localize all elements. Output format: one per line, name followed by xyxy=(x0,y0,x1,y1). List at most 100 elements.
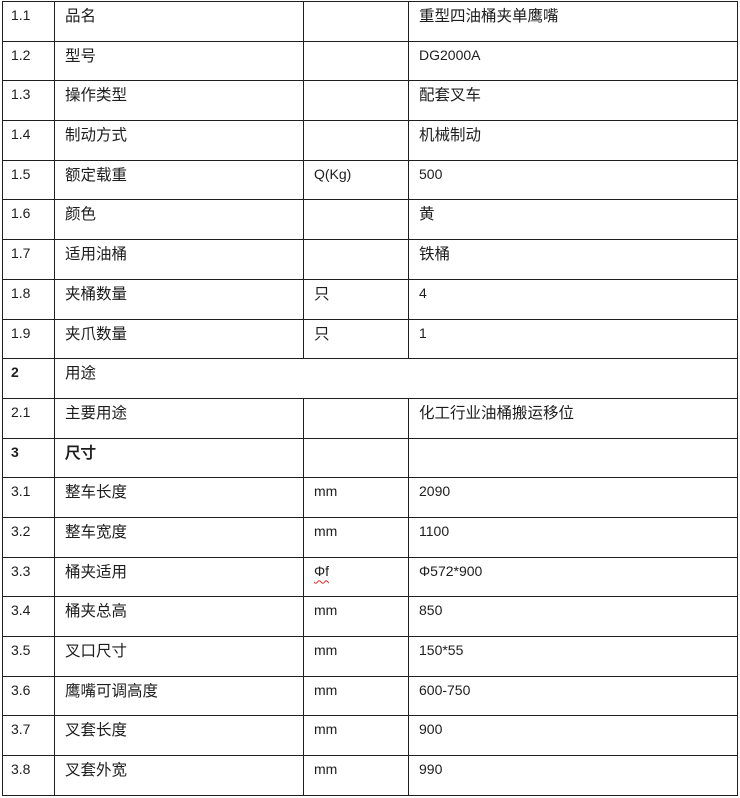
cell-index: 3.8 xyxy=(2,755,55,796)
cell-index: 2 xyxy=(2,358,55,399)
cell-name: 鹰嘴可调高度 xyxy=(54,675,304,717)
cell-name: 夹爪数量 xyxy=(54,318,304,360)
table-row: 1.2 型号 DG2000A xyxy=(2,40,738,82)
cell-unit xyxy=(303,120,409,161)
cell-index: 1.8 xyxy=(2,278,55,320)
cell-value: 2090 xyxy=(408,477,738,518)
cell-name: 操作类型 xyxy=(54,80,304,122)
cell-value: 1 xyxy=(408,318,738,360)
table-row: 1.9 夹爪数量只 1 xyxy=(2,318,738,360)
cell-name: 整车长度 xyxy=(54,477,304,518)
cell-name: 桶夹适用 xyxy=(54,556,304,598)
cell-index: 3.7 xyxy=(2,715,55,757)
cell-name: 品名 xyxy=(54,1,304,42)
cell-name: 额定载重 xyxy=(54,159,304,201)
cell-index: 3.5 xyxy=(2,636,55,677)
cell-unit: mm xyxy=(303,516,409,558)
table-row: 2.1 主要用途 化工行业油桶搬运移位 xyxy=(2,397,738,439)
cell-value xyxy=(408,437,738,479)
cell-unit xyxy=(303,437,409,479)
cell-index: 1.6 xyxy=(2,199,55,241)
cell-unit xyxy=(303,80,409,122)
cell-value: 铁桶 xyxy=(408,239,738,280)
cell-unit: 只 xyxy=(303,318,409,360)
cell-value: 150*55 xyxy=(408,636,738,677)
table-row: 1.4 制动方式 机械制动 xyxy=(2,120,738,161)
cell-name: 型号 xyxy=(54,40,304,82)
cell-value: 机械制动 xyxy=(408,120,738,161)
table-row: 1.7 适用油桶 铁桶 xyxy=(2,239,738,280)
cell-name: 制动方式 xyxy=(54,120,304,161)
cell-index: 1.3 xyxy=(2,80,55,122)
cell-value: 配套叉车 xyxy=(408,80,738,122)
table-row: 3 尺寸 xyxy=(2,437,738,479)
cell-index: 3 xyxy=(2,437,55,479)
cell-unit: mm xyxy=(303,675,409,717)
table-row: 1.3 操作类型 配套叉车 xyxy=(2,80,738,122)
cell-index: 3.4 xyxy=(2,596,55,637)
cell-name: 用途 xyxy=(54,358,738,399)
cell-index: 1.2 xyxy=(2,40,55,82)
table-row: 1.8 夹桶数量只 4 xyxy=(2,278,738,320)
cell-name: 主要用途 xyxy=(54,397,304,439)
table-row: 1.1 品名 重型四油桶夹单鹰嘴 xyxy=(2,1,738,42)
spellcheck-underlined-text: Φf xyxy=(314,562,330,579)
cell-index: 1.5 xyxy=(2,159,55,201)
cell-name: 叉口尺寸 xyxy=(54,636,304,677)
cell-index: 1.9 xyxy=(2,318,55,360)
cell-name: 叉套外宽 xyxy=(54,755,304,796)
table-row: 3.1 整车长度 mm 2090 xyxy=(2,477,738,518)
table-row: 3.6 鹰嘴可调高度 mm 600-750 xyxy=(2,675,738,717)
table-row: 1.5 额定载重 Q(Kg) 500 xyxy=(2,159,738,201)
cell-value: DG2000A xyxy=(408,40,738,82)
table-row: 3.2 整车宽度 mm 1100 xyxy=(2,516,738,558)
cell-value: Φ572*900 xyxy=(408,556,738,598)
cell-value: 1100 xyxy=(408,516,738,558)
cell-unit: Φf xyxy=(303,556,409,598)
table-row: 3.7 叉套长度 mm 900 xyxy=(2,715,738,757)
cell-unit: mm xyxy=(303,477,409,518)
cell-value: 重型四油桶夹单鹰嘴 xyxy=(408,1,738,42)
cell-unit: mm xyxy=(303,755,409,796)
cell-index: 1.4 xyxy=(2,120,55,161)
cell-name: 颜色 xyxy=(54,199,304,241)
cell-unit xyxy=(303,40,409,82)
table-row: 3.8 叉套外宽 mm 990 xyxy=(2,755,738,796)
cell-value: 化工行业油桶搬运移位 xyxy=(408,397,738,439)
cell-unit: 只 xyxy=(303,278,409,320)
cell-unit xyxy=(303,239,409,280)
cell-name: 适用油桶 xyxy=(54,239,304,280)
cell-index: 3.3 xyxy=(2,556,55,598)
cell-index: 3.1 xyxy=(2,477,55,518)
cell-unit: Q(Kg) xyxy=(303,159,409,201)
table-row: 3.3 桶夹适用 Φf Φ572*900 xyxy=(2,556,738,598)
cell-unit xyxy=(303,199,409,241)
cell-unit xyxy=(303,397,409,439)
cell-value: 4 xyxy=(408,278,738,320)
cell-index: 1.7 xyxy=(2,239,55,280)
cell-value: 500 xyxy=(408,159,738,201)
table-row: 3.4 桶夹总高 mm 850 xyxy=(2,596,738,637)
cell-unit: mm xyxy=(303,715,409,757)
cell-name: 整车宽度 xyxy=(54,516,304,558)
cell-index: 1.1 xyxy=(2,1,55,42)
cell-value: 黄 xyxy=(408,199,738,241)
cell-unit: mm xyxy=(303,596,409,637)
cell-name: 尺寸 xyxy=(54,437,304,479)
cell-index: 3.6 xyxy=(2,675,55,717)
cell-name: 夹桶数量 xyxy=(54,278,304,320)
cell-unit xyxy=(303,1,409,42)
cell-index: 3.2 xyxy=(2,516,55,558)
cell-value: 990 xyxy=(408,755,738,796)
cell-value: 900 xyxy=(408,715,738,757)
cell-value: 850 xyxy=(408,596,738,637)
cell-index: 2.1 xyxy=(2,397,55,439)
cell-unit: mm xyxy=(303,636,409,677)
cell-name: 桶夹总高 xyxy=(54,596,304,637)
cell-value: 600-750 xyxy=(408,675,738,717)
table-row: 1.6 颜色 黄 xyxy=(2,199,738,241)
cell-name: 叉套长度 xyxy=(54,715,304,757)
table-row: 2 用途 xyxy=(2,358,738,399)
table-row: 3.5 叉口尺寸 mm 150*55 xyxy=(2,636,738,677)
